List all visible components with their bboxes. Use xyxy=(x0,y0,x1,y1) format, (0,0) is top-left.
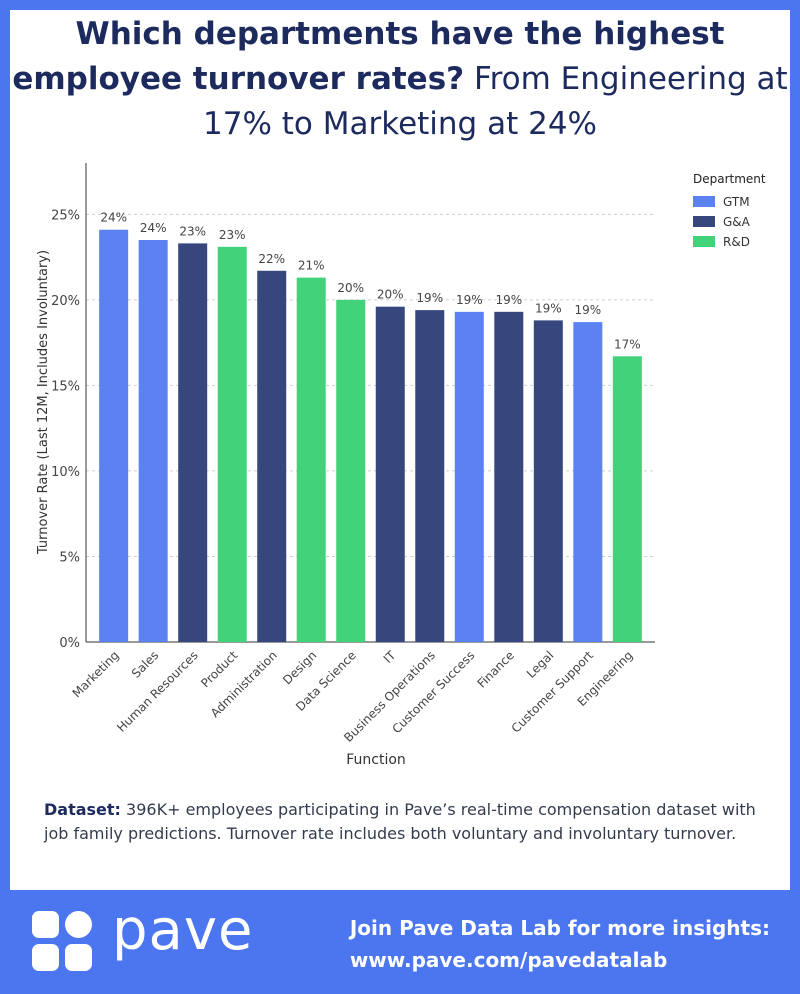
data-label: 19% xyxy=(535,301,562,315)
y-tick-label: 15% xyxy=(51,379,80,394)
x-tick-label: IT xyxy=(381,648,399,666)
data-label: 19% xyxy=(456,293,483,307)
data-label: 23% xyxy=(179,224,206,238)
pave-logo-icon xyxy=(32,911,92,971)
bar xyxy=(99,229,129,643)
legend-label: R&D xyxy=(723,235,750,249)
legend-label: GTM xyxy=(723,195,750,209)
legend-swatch xyxy=(693,196,715,207)
page-title: Which departments have the highest emplo… xyxy=(10,12,790,147)
bar xyxy=(612,356,642,642)
dataset-text: 396K+ employees participating in Pave’s … xyxy=(44,800,756,843)
data-label: 17% xyxy=(614,337,641,351)
data-label: 20% xyxy=(337,281,364,295)
data-label: 19% xyxy=(574,303,601,317)
brand-wordmark: pave xyxy=(112,898,254,963)
y-tick-label: 25% xyxy=(51,208,80,223)
footer-banner: pave Join Pave Data Lab for more insight… xyxy=(0,890,800,994)
bar xyxy=(257,270,287,642)
data-label: 19% xyxy=(495,293,522,307)
bar xyxy=(336,299,366,642)
bar xyxy=(217,246,247,642)
bar xyxy=(415,310,445,642)
title-light: From Engineering at 17% to Marketing at … xyxy=(203,61,788,142)
cta-line-1: Join Pave Data Lab for more insights: xyxy=(349,916,770,940)
data-label: 24% xyxy=(140,221,167,235)
legend-swatch xyxy=(693,236,715,247)
data-label: 19% xyxy=(416,291,443,305)
bar xyxy=(178,243,208,642)
bar xyxy=(375,306,405,642)
title-bold: Which departments have the highest emplo… xyxy=(12,16,725,97)
x-tick-label: Sales xyxy=(129,648,161,680)
x-tick-label: Design xyxy=(280,648,319,687)
bar xyxy=(454,311,484,642)
bar xyxy=(494,311,524,642)
bar xyxy=(533,320,563,642)
data-label: 24% xyxy=(100,211,127,225)
x-axis-title: Function xyxy=(346,752,406,768)
y-tick-label: 5% xyxy=(59,550,80,565)
legend-label: G&A xyxy=(723,215,751,229)
bar xyxy=(296,277,326,642)
dataset-note: Dataset: 396K+ employees participating i… xyxy=(44,798,764,846)
data-label: 22% xyxy=(258,252,285,266)
bar xyxy=(573,322,603,642)
legend-swatch xyxy=(693,216,715,227)
data-label: 23% xyxy=(219,228,246,242)
legend-title: Department xyxy=(693,172,766,186)
x-tick-label: Finance xyxy=(475,648,517,690)
cta-text[interactable]: Join Pave Data Lab for more insights: ww… xyxy=(350,912,770,976)
x-tick-label: Marketing xyxy=(70,648,122,700)
turnover-bar-chart: 0%5%10%15%20%25% 24%Marketing24%Sales23%H… xyxy=(36,163,766,768)
y-tick-label: 0% xyxy=(59,636,80,651)
bar xyxy=(138,239,168,642)
data-label: 21% xyxy=(298,259,325,273)
x-tick-label: Legal xyxy=(524,648,557,681)
y-axis-title: Turnover Rate (Last 12M, Includes Involu… xyxy=(36,250,51,555)
dataset-label: Dataset: xyxy=(44,800,121,819)
y-tick-label: 20% xyxy=(51,294,80,309)
cta-link[interactable]: www.pave.com/pavedatalab xyxy=(349,948,668,972)
y-tick-label: 10% xyxy=(51,465,80,480)
data-label: 20% xyxy=(377,288,404,302)
